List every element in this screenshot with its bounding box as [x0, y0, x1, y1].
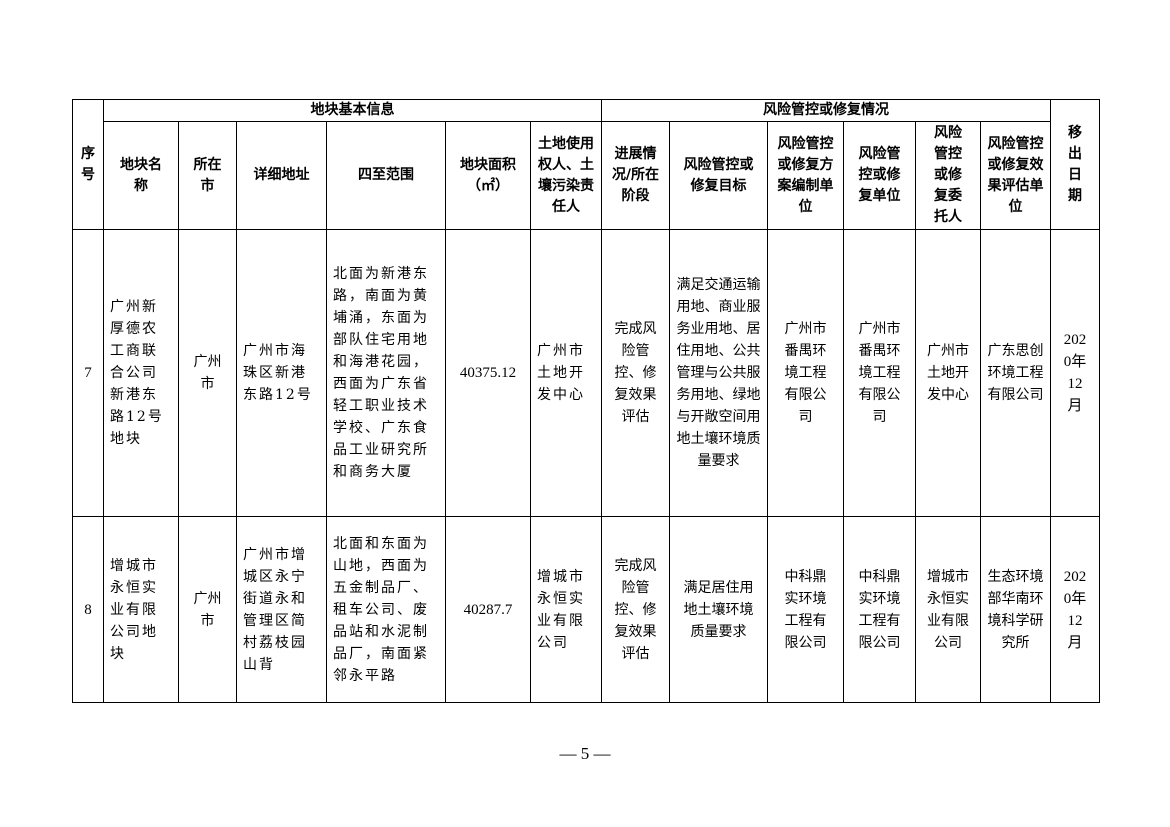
cell-area: 40287.7 [445, 516, 531, 703]
header-removal-date: 移出日期 [1050, 99, 1100, 230]
header-target: 风险管控或修复目标 [669, 121, 768, 230]
cell-target: 满足居住用地土壤环境质量要求 [669, 516, 768, 703]
header-progress: 进展情况/所在阶段 [601, 121, 670, 230]
cell-city: 广州市 [178, 516, 237, 703]
cell-area: 40375.12 [445, 229, 531, 517]
cell-name: 增城市永恒实业有限公司地块 [103, 516, 179, 703]
cell-name: 广州新厚德农工商联合公司新港东路12号地块 [103, 229, 179, 517]
header-exec-unit: 风险管控或修复单位 [843, 121, 916, 230]
cell-client: 增城市永恒实业有限公司 [915, 516, 981, 703]
header-city: 所在市 [178, 121, 237, 230]
header-boundary: 四至范围 [326, 121, 446, 230]
cell-exec-unit: 广州市番禺环境工程有限公司 [843, 229, 916, 517]
remediation-table: 序号 地块基本信息 风险管控或修复情况 移出日期 地块名称 所在市 详细地址 四… [72, 99, 1100, 703]
cell-seq: 7 [72, 229, 104, 517]
header-name: 地块名称 [103, 121, 179, 230]
page-number: — 5 — [559, 744, 611, 763]
cell-city: 广州市 [178, 229, 237, 517]
cell-owner: 增城市永恒实业有限公司 [530, 516, 602, 703]
header-eval-unit: 风险管控或修复效果评估单位 [980, 121, 1051, 230]
header-address: 详细地址 [236, 121, 327, 230]
cell-eval-unit: 广东思创环境工程有限公司 [980, 229, 1051, 517]
cell-target: 满足交通运输用地、商业服务业用地、居住用地、公共管理与公共服务用地、绿地与开敞空… [669, 229, 768, 517]
cell-client: 广州市土地开发中心 [915, 229, 981, 517]
cell-boundary: 北面和东面为山地，西面为五金制品厂、租车公司、废品站和水泥制品厂，南面紧邻永平路 [326, 516, 446, 703]
cell-removal-date: 2020年12月 [1050, 516, 1100, 703]
table-row: 8 增城市永恒实业有限公司地块 广州市 广州市增城区永宁街道永和管理区简村荔枝园… [72, 516, 1100, 703]
cell-seq: 8 [72, 516, 104, 703]
cell-address: 广州市海珠区新港东路12号 [236, 229, 327, 517]
header-owner: 土地使用权人、土壤污染责任人 [530, 121, 602, 230]
cell-exec-unit: 中科鼎实环境工程有限公司 [843, 516, 916, 703]
group-header-basic-info: 地块基本信息 [103, 99, 602, 122]
header-area: 地块面积（㎡） [445, 121, 531, 230]
table-row: 7 广州新厚德农工商联合公司新港东路12号地块 广州市 广州市海珠区新港东路12… [72, 229, 1100, 517]
cell-boundary: 北面为新港东路，南面为黄埔涌，东面为部队住宅用地和海港花园，西面为广东省轻工职业… [326, 229, 446, 517]
cell-progress: 完成风险管控、修复效果评估 [601, 229, 670, 517]
cell-eval-unit: 生态环境部华南环境科学研究所 [980, 516, 1051, 703]
group-header-risk-control: 风险管控或修复情况 [601, 99, 1051, 122]
header-plan-unit: 风险管控或修复方案编制单位 [767, 121, 844, 230]
header-client: 风险管控或修复委托人 [915, 121, 981, 230]
cell-progress: 完成风险管控、修复效果评估 [601, 516, 670, 703]
header-seq: 序号 [72, 99, 104, 230]
cell-plan-unit: 广州市番禺环境工程有限公司 [767, 229, 844, 517]
cell-removal-date: 2020年12月 [1050, 229, 1100, 517]
cell-address: 广州市增城区永宁街道永和管理区简村荔枝园山背 [236, 516, 327, 703]
cell-owner: 广州市土地开发中心 [530, 229, 602, 517]
cell-plan-unit: 中科鼎实环境工程有限公司 [767, 516, 844, 703]
